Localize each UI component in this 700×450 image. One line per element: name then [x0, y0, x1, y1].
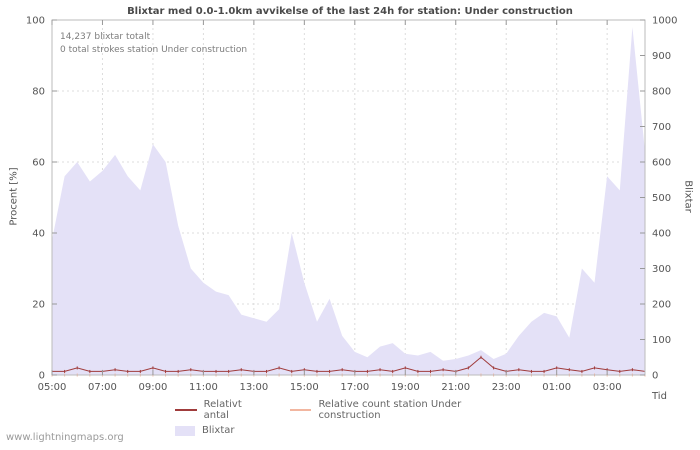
svg-text:17:00: 17:00 — [340, 382, 369, 393]
svg-text:800: 800 — [652, 87, 671, 98]
svg-text:0: 0 — [39, 371, 45, 382]
svg-text:05:00: 05:00 — [38, 382, 67, 393]
watermark-text: www.lightningmaps.org — [6, 432, 124, 443]
x-axis-label: Tid — [652, 391, 667, 402]
svg-text:700: 700 — [652, 122, 671, 133]
svg-text:0: 0 — [652, 371, 658, 382]
svg-text:200: 200 — [652, 300, 671, 311]
legend-row-lines: Relativt antal Relative count station Un… — [175, 399, 525, 421]
chart-title: Blixtar med 0.0-1.0km avvikelse of the l… — [127, 6, 573, 17]
svg-text:100: 100 — [652, 335, 671, 346]
legend-item-relativt-antal: Relativt antal — [175, 399, 264, 421]
svg-text:11:00: 11:00 — [189, 382, 218, 393]
svg-text:20: 20 — [32, 300, 45, 311]
relativt-antal-line-swatch-icon — [175, 409, 197, 411]
svg-text:300: 300 — [652, 264, 671, 275]
svg-text:60: 60 — [32, 158, 45, 169]
svg-text:400: 400 — [652, 229, 671, 240]
legend-item-blixtar: Blixtar — [175, 425, 235, 436]
legend-label-relativt-antal: Relativt antal — [203, 399, 242, 421]
svg-text:13:00: 13:00 — [239, 382, 268, 393]
legend-label-relative-count-station: Relative count station Under constructio… — [318, 399, 462, 421]
svg-text:1000: 1000 — [652, 16, 677, 27]
svg-text:40: 40 — [32, 229, 45, 240]
svg-text:09:00: 09:00 — [139, 382, 168, 393]
svg-text:01:00: 01:00 — [542, 382, 571, 393]
svg-text:23:00: 23:00 — [492, 382, 521, 393]
chart-legend: Relativt antal Relative count station Un… — [175, 399, 525, 440]
legend-label-blixtar: Blixtar — [202, 425, 235, 436]
legend-row-area: Blixtar — [175, 425, 525, 436]
relative-count-line-swatch-icon — [289, 409, 312, 411]
svg-text:21:00: 21:00 — [441, 382, 470, 393]
annotation-station-strokes: 0 total strokes station Under constructi… — [60, 45, 248, 55]
svg-text:600: 600 — [652, 158, 671, 169]
y-axis-label-right: Blixtar — [682, 180, 694, 213]
y-axis-label-left: Procent [%] — [8, 167, 20, 226]
svg-text:900: 900 — [652, 51, 671, 62]
svg-text:03:00: 03:00 — [593, 382, 622, 393]
annotation-total-strokes: 14,237 blixtar totalt — [60, 32, 151, 42]
blixtar-area-swatch-icon — [175, 425, 195, 436]
svg-text:100: 100 — [26, 16, 45, 27]
svg-text:19:00: 19:00 — [391, 382, 420, 393]
legend-item-relative-count-station: Relative count station Under constructio… — [289, 399, 507, 421]
svg-text:500: 500 — [652, 193, 671, 204]
svg-text:80: 80 — [32, 87, 45, 98]
svg-text:15:00: 15:00 — [290, 382, 319, 393]
svg-text:07:00: 07:00 — [88, 382, 117, 393]
